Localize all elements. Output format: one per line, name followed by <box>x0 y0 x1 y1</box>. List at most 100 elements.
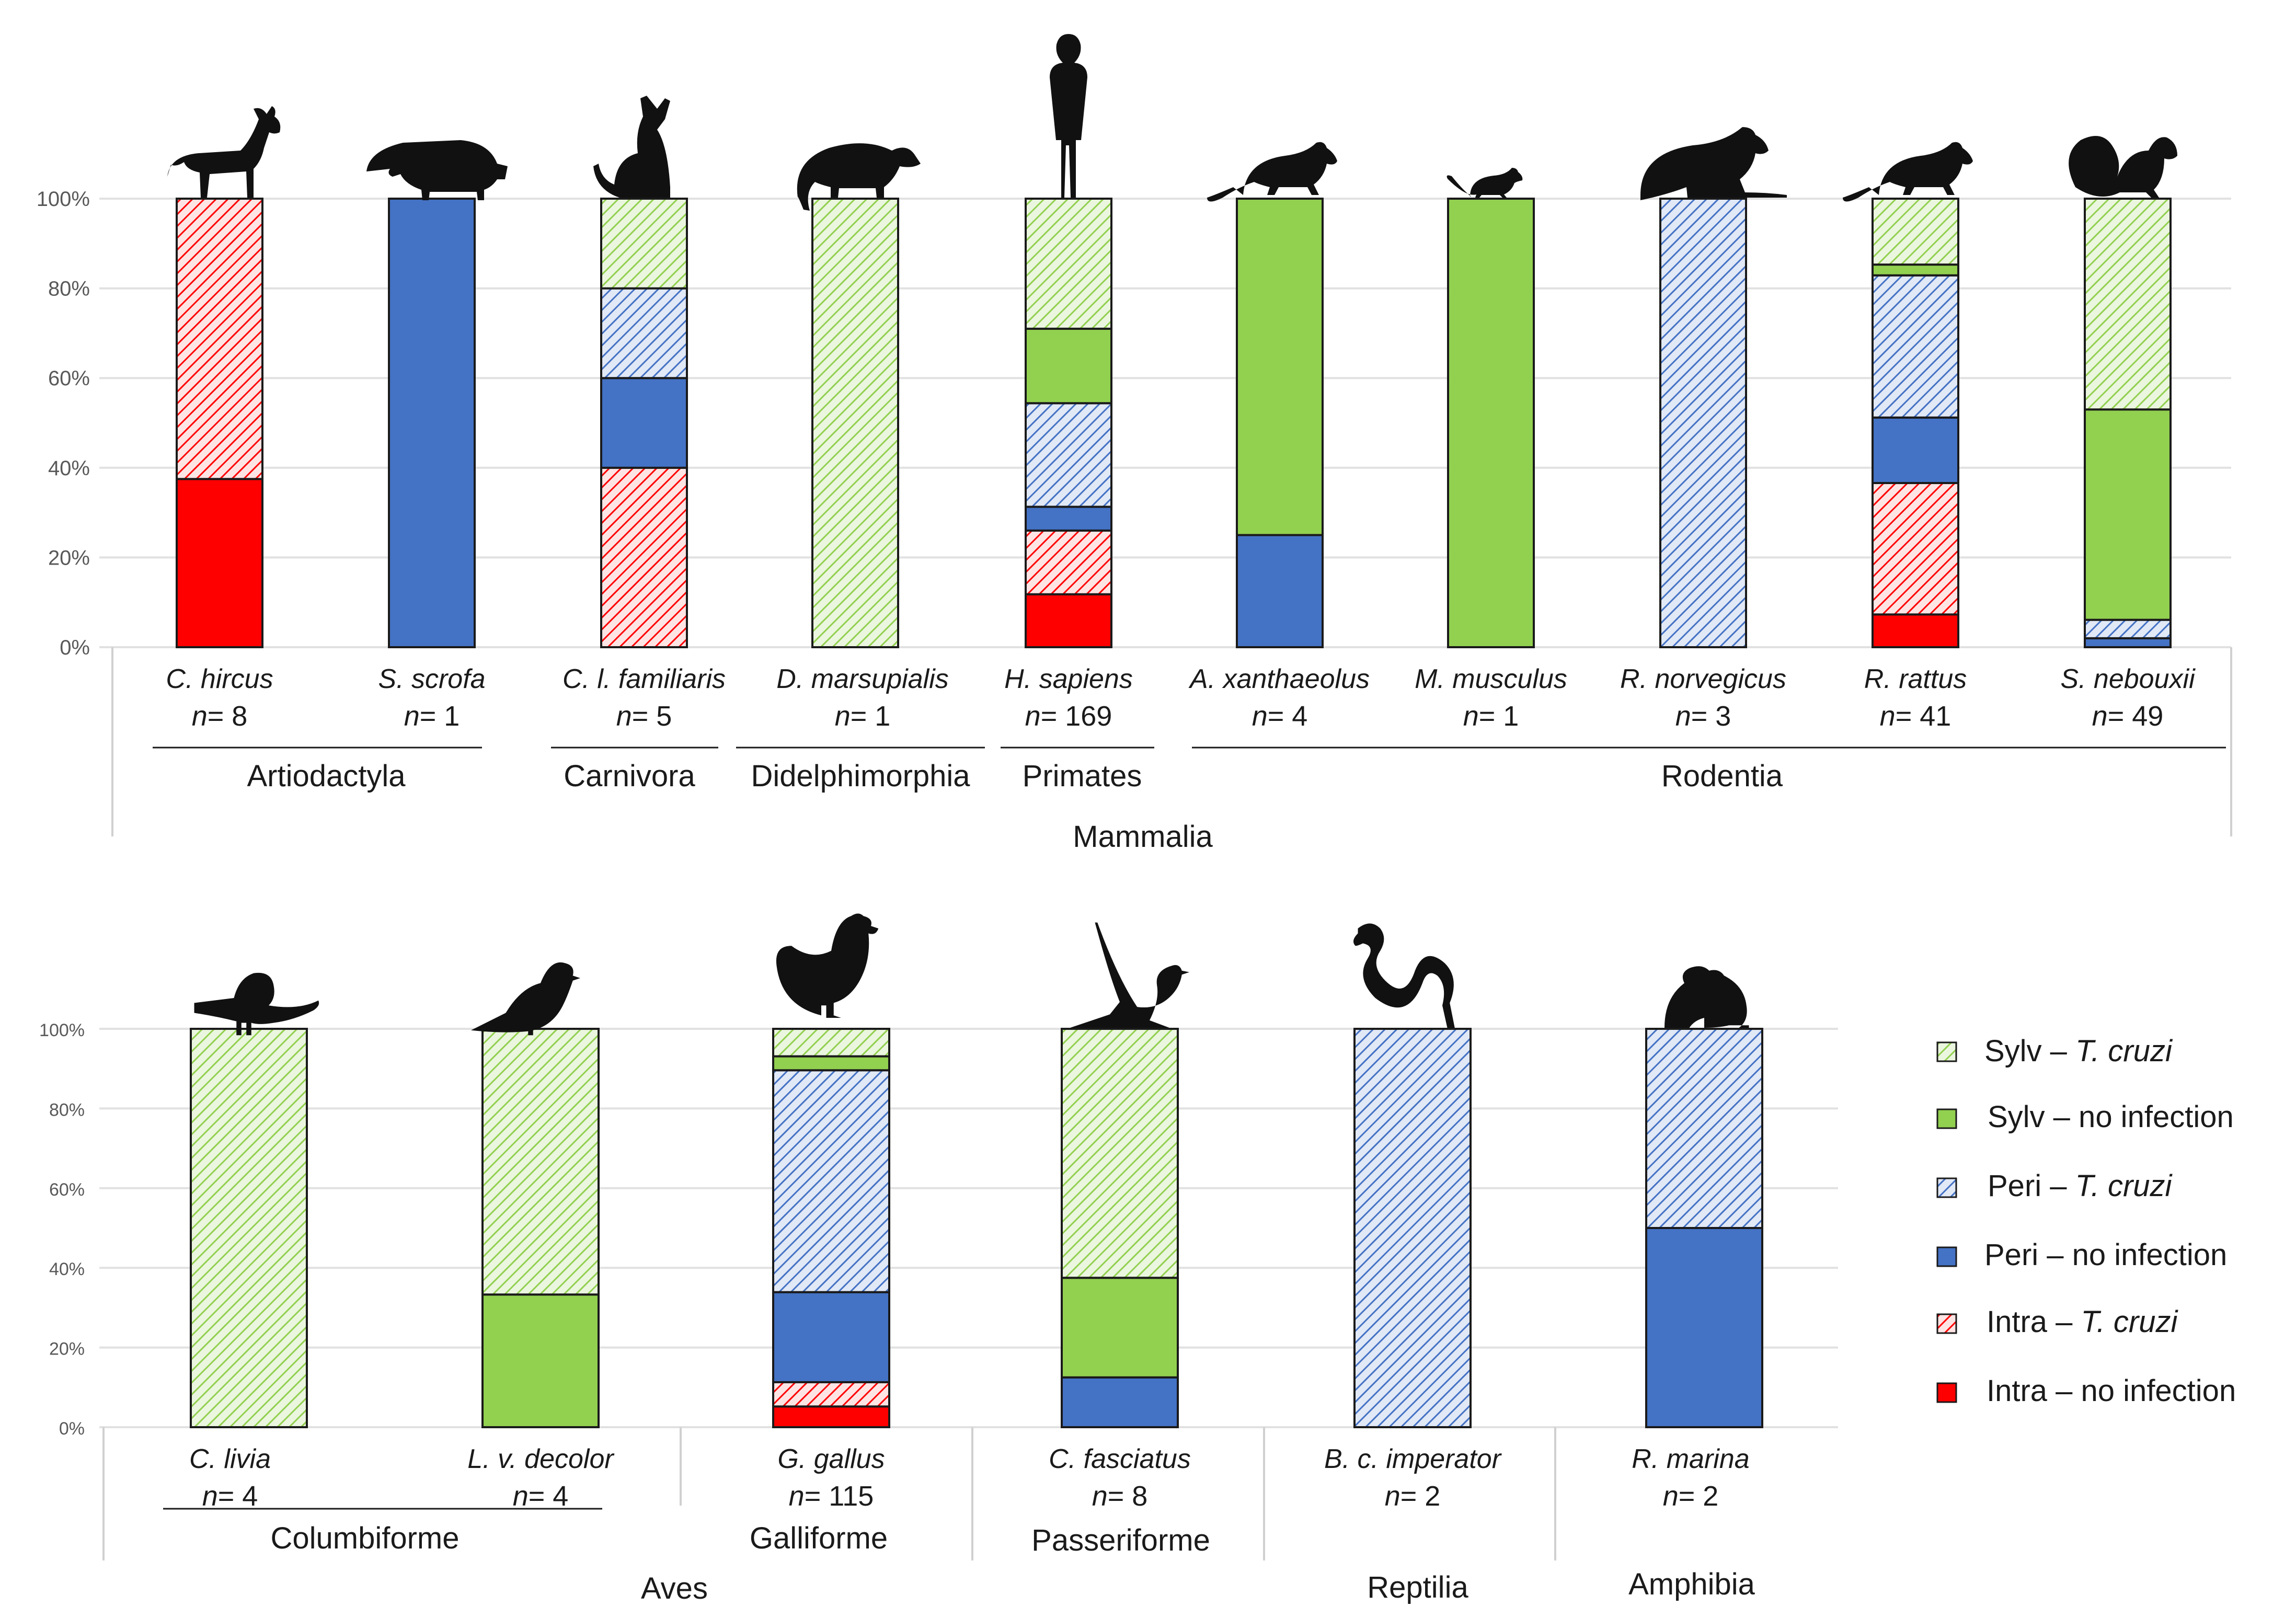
group-label-passeriforme: Passeriforme <box>1031 1523 1210 1557</box>
y-tick-label: 80% <box>48 278 90 301</box>
bar-h-sapiens <box>1025 198 1112 648</box>
bar-segment-sylv-no <box>1872 263 1959 277</box>
legend-swatch-peri-tcruzi <box>1936 1177 1957 1198</box>
mammalia-chart: 0% 20% 40% 60% 80% 100% C. hircus n= 8 S. scrof… <box>37 34 2232 854</box>
y-tick-label: 80% <box>49 1100 85 1120</box>
species-label: H. sapiens <box>1004 664 1133 694</box>
group-label-columbiforme: Columbiforme <box>271 1521 460 1555</box>
species-label: B. c. imperator <box>1324 1444 1502 1474</box>
sample-size-label: n= 1 <box>1463 701 1519 732</box>
bar-segment-sylv-no <box>1061 1277 1179 1379</box>
species-label: C. fasciatus <box>1049 1444 1191 1474</box>
bar-segment-sylv-no <box>772 1055 890 1072</box>
sample-size-label: n= 8 <box>192 701 248 732</box>
bar-s-nebouxii <box>2084 198 2172 648</box>
species-labels-top: C. hircus n= 8 S. scrofa n= 1 C. l. familiar… <box>166 664 2196 732</box>
legend-swatch-sylv-no-infection <box>1936 1108 1957 1129</box>
class-label-reptilia: Reptilia <box>1367 1570 1468 1604</box>
sample-size-label: n= 1 <box>404 701 460 732</box>
bar-segment-peri-no <box>1236 534 1324 648</box>
y-tick-label: 100% <box>39 1020 85 1040</box>
species-label: D. marsupialis <box>776 664 948 694</box>
pig-icon <box>366 140 508 200</box>
bar-segment-peri-tc <box>600 287 688 380</box>
sample-size-label: n= 115 <box>789 1481 874 1512</box>
bars-bottom <box>190 1028 1763 1428</box>
squirrel-icon <box>2069 136 2177 198</box>
sample-size-label: n= 4 <box>513 1481 569 1512</box>
sample-size-label: n= 4 <box>1252 701 1308 732</box>
bar-g-gallus <box>772 1028 890 1428</box>
legend-swatch-sylv-tcruzi <box>1936 1041 1957 1062</box>
rat-icon <box>1843 142 1973 202</box>
hen-icon <box>776 913 879 1028</box>
bar-c-livia <box>190 1028 308 1428</box>
species-label: L. v. decolor <box>467 1444 615 1474</box>
bar-segment-sylv-tc <box>1872 198 1959 266</box>
sample-size-label: n= 169 <box>1025 701 1112 732</box>
group-label-artiodactyla: Artiodactyla <box>247 759 406 793</box>
bar-segment-peri-tc <box>1645 1028 1763 1229</box>
bar-segment-peri-tc <box>2084 618 2172 639</box>
bar-segment-sylv-tc <box>600 198 688 290</box>
species-label: A. xanthaeolus <box>1188 664 1370 694</box>
bar-c-fasciatus <box>1061 1028 1179 1428</box>
bar-segment-peri-tc <box>1872 274 1959 419</box>
bar-segment-peri-no <box>600 377 688 469</box>
bar-b-c-imperator <box>1353 1028 1472 1428</box>
species-label: C. livia <box>189 1444 271 1474</box>
legend-label-peri-no-infection: Peri – no infection <box>1984 1238 2227 1272</box>
bar-s-scrofa <box>388 198 476 648</box>
species-labels-bottom: C. livia n= 4 L. v. decolor n= 4 G. gallus n=… <box>189 1444 1750 1512</box>
bar-segment-sylv-no <box>1025 327 1112 405</box>
bar-segment-sylv-tc <box>1025 198 1112 330</box>
bar-segment-intra-tc <box>176 198 263 480</box>
class-label-mammalia: Mammalia <box>1073 820 1213 854</box>
bar-d-marsupialis <box>811 198 899 648</box>
bar-segment-sylv-tc <box>481 1028 600 1296</box>
bar-segment-peri-no <box>2084 637 2172 648</box>
sample-size-label: n= 2 <box>1385 1481 1441 1512</box>
bar-segment-sylv-no <box>2084 408 2172 621</box>
group-label-didelphimorphia: Didelphimorphia <box>751 759 970 793</box>
animal-icons-bottom <box>194 913 1749 1036</box>
dove-icon <box>471 962 580 1036</box>
bar-segment-peri-no <box>1061 1376 1179 1428</box>
y-tick-label: 60% <box>48 367 90 390</box>
legend-label-intra-tcruzi: Intra – T. cruzi <box>1987 1305 2178 1339</box>
bar-segment-sylv-tc <box>811 198 899 648</box>
bar-segment-intra-tc <box>1025 529 1112 595</box>
bar-segment-sylv-tc <box>190 1028 308 1428</box>
bar-segment-peri-no <box>1872 416 1959 484</box>
class-label-aves: Aves <box>641 1571 708 1605</box>
mouse-icon <box>1447 168 1523 198</box>
rat-large-icon <box>1640 127 1787 200</box>
species-label: R. rattus <box>1864 664 1967 694</box>
legend-swatch-intra-no-infection <box>1936 1382 1957 1403</box>
toad-icon <box>1664 966 1749 1028</box>
bar-segment-sylv-no <box>1447 198 1535 648</box>
bar-segment-peri-tc <box>1025 402 1112 508</box>
animal-icons-top <box>167 34 2177 211</box>
y-tick-label: 60% <box>49 1180 85 1200</box>
species-label: G. gallus <box>777 1444 885 1474</box>
species-label: C. l. familiaris <box>562 664 726 694</box>
bar-r-norvegicus <box>1659 198 1747 648</box>
bars-top <box>176 198 2172 648</box>
group-label-carnivora: Carnivora <box>564 759 695 793</box>
species-label: C. hircus <box>166 664 273 694</box>
bar-m-musculus <box>1447 198 1535 648</box>
opossum-icon <box>797 143 921 211</box>
y-tick-label: 40% <box>49 1259 85 1279</box>
group-label-primates: Primates <box>1023 759 1142 793</box>
bar-segment-intra-no <box>1872 613 1959 648</box>
bar-segment-intra-tc <box>1872 481 1959 616</box>
snake-icon <box>1353 923 1455 1028</box>
bar-segment-sylv-no <box>481 1293 600 1428</box>
species-label: M. musculus <box>1415 664 1567 694</box>
rat-icon <box>1207 142 1337 202</box>
group-label-galliforme: Galliforme <box>750 1521 888 1555</box>
bar-segment-peri-no <box>772 1291 890 1383</box>
bar-a-xanthaeolus <box>1236 198 1324 648</box>
bar-l-v-decolor <box>481 1028 600 1428</box>
